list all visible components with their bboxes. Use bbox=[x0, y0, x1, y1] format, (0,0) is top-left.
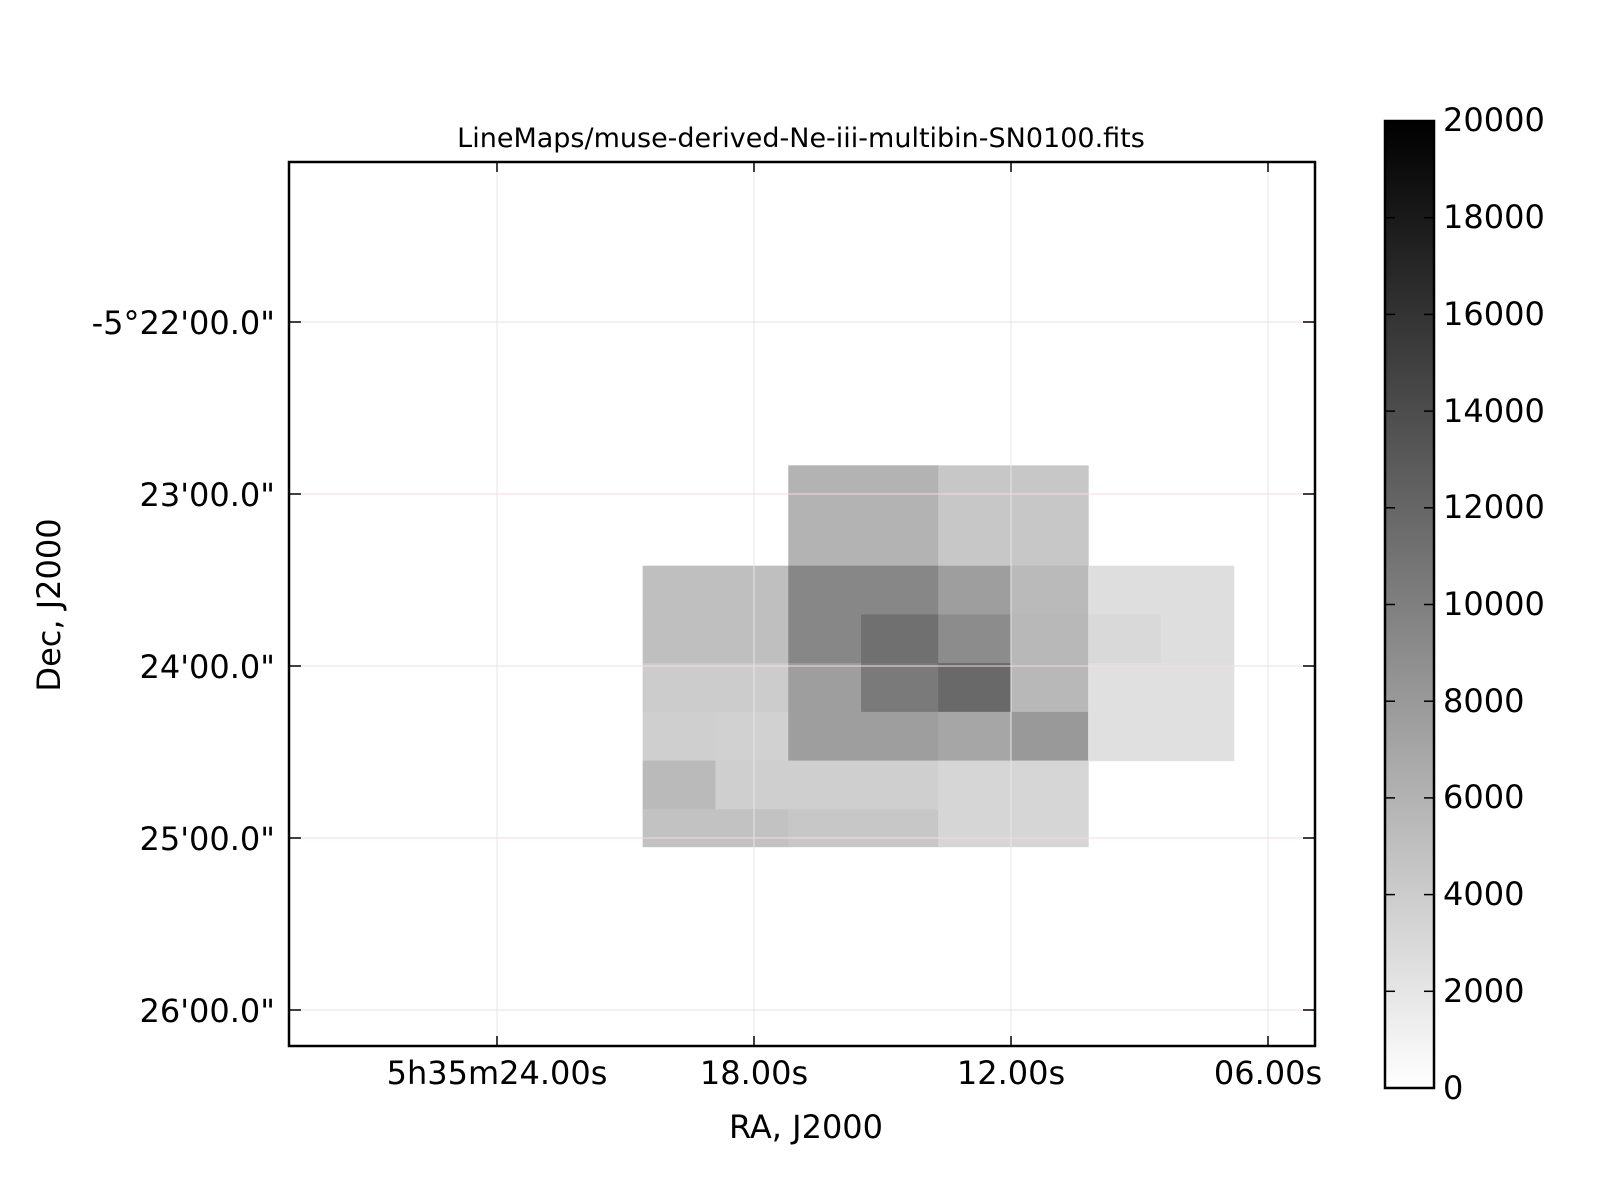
heatmap-cell bbox=[1011, 565, 1089, 615]
colorbar-tick-label: 18000 bbox=[1443, 198, 1545, 236]
heatmap-cell bbox=[642, 663, 789, 713]
colorbar-tick-label: 10000 bbox=[1443, 585, 1545, 623]
x-tick-label: 06.00s bbox=[1214, 1054, 1322, 1092]
y-tick-labels: -5°22'00.0" 23'00.0" 24'00.0" 25'00.0" 2… bbox=[92, 304, 275, 1030]
plot-frame bbox=[287, 160, 1317, 1048]
colorbar-labels: 0 2000 4000 6000 8000 10000 12000 14000 … bbox=[1443, 101, 1545, 1107]
heatmap-cells bbox=[642, 465, 1235, 848]
colorbar-tick-label: 12000 bbox=[1443, 488, 1545, 526]
heatmap-cell bbox=[1088, 711, 1235, 762]
heatmap-cell bbox=[642, 614, 789, 664]
x-axis-label: RA, J2000 bbox=[729, 1108, 883, 1146]
colorbar-tick-label: 14000 bbox=[1443, 392, 1545, 430]
heatmap-cell bbox=[1088, 565, 1235, 615]
heatmap-cell bbox=[938, 565, 1012, 615]
axis-ticks bbox=[289, 162, 1315, 1046]
heatmap-cell bbox=[938, 614, 1012, 664]
heatmap-cell bbox=[642, 565, 789, 615]
heatmap-cell bbox=[715, 760, 939, 810]
heatmap-cell bbox=[788, 614, 862, 664]
colorbar-tick-label: 0 bbox=[1443, 1069, 1463, 1107]
colorbar-tick-label: 20000 bbox=[1443, 101, 1545, 139]
heatmap-cell bbox=[938, 663, 1012, 713]
heatmap-cell bbox=[938, 711, 1012, 762]
colorbar-tick-label: 8000 bbox=[1443, 682, 1524, 720]
y-axis-label: Dec, J2000 bbox=[30, 518, 68, 691]
heatmap-cell bbox=[861, 663, 939, 713]
heatmap-cell bbox=[938, 465, 1089, 567]
x-tick-labels: 5h35m24.00s 18.00s 12.00s 06.00s bbox=[387, 1054, 1323, 1092]
heatmap-cell bbox=[1160, 614, 1235, 664]
heatmap-cell bbox=[642, 809, 789, 848]
colorbar: 0 2000 4000 6000 8000 10000 12000 14000 … bbox=[1383, 101, 1545, 1107]
heatmap-cell bbox=[788, 465, 939, 567]
colorbar-tick-label: 2000 bbox=[1443, 972, 1524, 1010]
heatmap-cell bbox=[1011, 663, 1089, 713]
heatmap-cell bbox=[861, 614, 939, 664]
heatmap-cell bbox=[788, 565, 939, 615]
heatmap-cell bbox=[642, 760, 717, 810]
y-tick-label: 23'00.0" bbox=[140, 476, 275, 514]
heatmap-cell bbox=[1088, 663, 1235, 713]
x-tick-label: 18.00s bbox=[700, 1054, 808, 1092]
y-tick-label: 24'00.0" bbox=[140, 648, 275, 686]
plot-area bbox=[287, 160, 1317, 1048]
colorbar-tick-label: 6000 bbox=[1443, 778, 1524, 816]
heatmap-cell bbox=[1088, 614, 1162, 664]
x-tick-label: 12.00s bbox=[957, 1054, 1065, 1092]
heatmap-cell bbox=[642, 711, 717, 762]
heatmap-cell bbox=[788, 809, 939, 848]
heatmap-cell bbox=[938, 809, 1089, 848]
grid-lines bbox=[289, 162, 1315, 1046]
colorbar-ticks bbox=[1385, 120, 1434, 1089]
heatmap-cell bbox=[1011, 711, 1089, 762]
y-tick-label: 26'00.0" bbox=[140, 992, 275, 1030]
y-tick-label: 25'00.0" bbox=[140, 820, 275, 858]
heatmap-cell bbox=[715, 711, 789, 762]
x-tick-label: 5h35m24.00s bbox=[387, 1054, 608, 1092]
colorbar-tick-label: 4000 bbox=[1443, 875, 1524, 913]
heatmap-cell bbox=[788, 711, 939, 762]
heatmap-cell bbox=[1011, 614, 1089, 664]
heatmap-cell bbox=[788, 663, 862, 713]
chart-title: LineMaps/muse-derived-Ne-iii-multibin-SN… bbox=[457, 123, 1145, 154]
colorbar-tick-label: 16000 bbox=[1443, 295, 1545, 333]
heatmap-cell bbox=[938, 760, 1089, 810]
y-tick-label: -5°22'00.0" bbox=[92, 304, 275, 342]
